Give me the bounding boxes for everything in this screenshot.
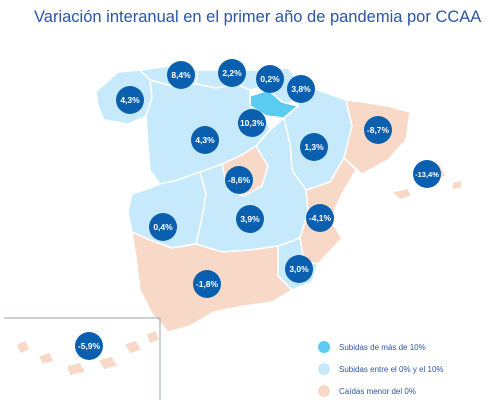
bubble-circle — [75, 332, 103, 360]
legend-swatch — [318, 385, 330, 397]
bubble-comunidad-valenciana: -4,1% — [306, 204, 334, 232]
bubble-la-rioja: 10,3% — [238, 109, 266, 137]
bubble-value: 0,2% — [260, 74, 280, 84]
bubble-circle — [225, 166, 253, 194]
bubble-value: -8,7% — [367, 125, 390, 135]
bubble-circle — [306, 204, 334, 232]
bubble-madrid: -8,6% — [225, 166, 253, 194]
bubble-cataluna: -8,7% — [364, 116, 392, 144]
bubble-value: 1,3% — [304, 142, 324, 152]
bubble-circle — [256, 65, 284, 93]
bubble-circle — [167, 61, 195, 89]
legend-swatch — [318, 363, 330, 375]
bubble-extremadura: 0,4% — [149, 213, 177, 241]
bubble-asturias: 8,4% — [167, 61, 195, 89]
legend-item-rise-0-10: Subidas entre el 0% y el 10% — [318, 358, 444, 380]
bubble-murcia: 3,0% — [285, 255, 313, 283]
bubble-baleares: -13,4% — [413, 160, 441, 188]
legend-item-fall: Caídas menor del 0% — [318, 380, 444, 402]
legend-label: Subidas entre el 0% y el 10% — [339, 364, 444, 374]
bubble-canarias: -5,9% — [75, 332, 103, 360]
bubble-value: -13,4% — [415, 170, 439, 179]
legend-label: Caídas menor del 0% — [339, 386, 416, 396]
bubble-circle — [236, 205, 264, 233]
legend-item-rise-over-10: Subidas de más de 10% — [318, 336, 444, 358]
bubble-circle — [364, 116, 392, 144]
legend-label: Subidas de más de 10% — [339, 342, 426, 352]
bubble-andalucia: -1,8% — [193, 270, 221, 298]
bubble-circle — [116, 86, 144, 114]
bubble-value: 3,9% — [240, 214, 260, 224]
bubble-value: -4,1% — [309, 213, 332, 223]
bubble-value: 8,4% — [171, 70, 191, 80]
map-title: Variación interanual en el primer año de… — [34, 8, 482, 26]
inset-border — [4, 317, 161, 400]
legend: Subidas de más de 10% Subidas entre el 0… — [318, 336, 444, 402]
region-canarias — [15, 329, 161, 377]
bubble-circle — [413, 160, 441, 188]
bubble-pais-vasco: 0,2% — [256, 65, 284, 93]
bubble-value: 3,0% — [289, 264, 309, 274]
bubble-value: 4,3% — [195, 135, 215, 145]
bubble-circle — [238, 109, 266, 137]
bubble-castilla-y-leon: 4,3% — [191, 126, 219, 154]
bubble-navarra: 3,8% — [287, 75, 315, 103]
bubble-galicia: 4,3% — [116, 86, 144, 114]
bubble-circle — [191, 126, 219, 154]
bubble-circle — [285, 255, 313, 283]
bubble-value: 0,4% — [153, 222, 173, 232]
bubble-cantabria: 2,2% — [218, 59, 246, 87]
bubble-circle — [193, 270, 221, 298]
bubble-value: -1,8% — [196, 279, 219, 289]
bubble-aragon: 1,3% — [300, 133, 328, 161]
bubbles-layer: 4,3% 8,4% 2,2% 0,2% 3,8% 10,3% 4,3% 1,3% -8,7% -1… — [75, 59, 441, 360]
bubble-castilla-la-mancha: 3,9% — [236, 205, 264, 233]
bubble-value: 4,3% — [120, 95, 140, 105]
bubble-circle — [218, 59, 246, 87]
bubble-value: -5,9% — [78, 341, 101, 351]
bubble-value: 10,3% — [240, 118, 265, 128]
bubble-value: -8,6% — [228, 175, 251, 185]
bubble-circle — [149, 213, 177, 241]
bubble-value: 2,2% — [222, 68, 242, 78]
bubble-circle — [287, 75, 315, 103]
canary-inset-frame — [4, 317, 161, 400]
legend-swatch — [318, 341, 330, 353]
bubble-value: 3,8% — [291, 84, 311, 94]
bubble-circle — [300, 133, 328, 161]
